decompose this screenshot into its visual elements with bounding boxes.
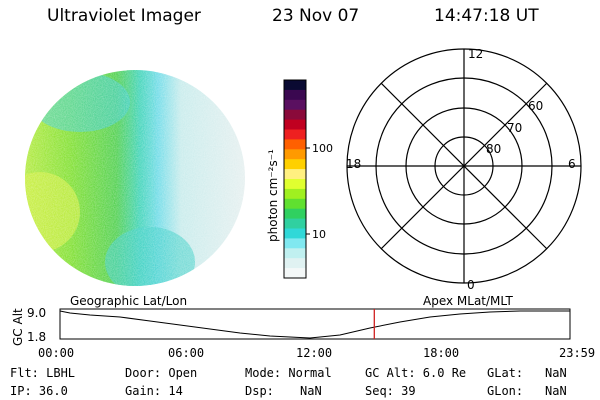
glon-value: NaN (545, 384, 567, 398)
colorbar-cell (284, 258, 306, 269)
polar-plot: 12 0 18 6 60 70 80 (346, 47, 582, 292)
colorbar-cell (284, 218, 306, 229)
altitude-timeline: GC Alt 9.0 1.8 (11, 306, 571, 346)
colorbar-cell (284, 268, 306, 279)
colorbar-cell (284, 149, 306, 160)
colorbar-cell (284, 228, 306, 239)
colorbar-cell (284, 89, 306, 101)
geographic-title: Geographic Lat/Lon (70, 294, 188, 308)
colorbar-cell (284, 129, 306, 140)
ip-info: IP: 36.0 (10, 384, 68, 398)
colorbar: 100 10 photon cm⁻²s⁻¹ (266, 79, 333, 279)
polar-label-right: 6 (568, 157, 576, 171)
colorbar-tick-10: 10 (312, 228, 326, 241)
mode-info: Mode: Normal (245, 366, 332, 380)
tick-0000: 00:00 (38, 346, 75, 360)
colorbar-tick-100: 100 (312, 142, 333, 155)
colorbar-cell (284, 238, 306, 249)
apex-title: Apex MLat/MLT (423, 294, 513, 308)
tick-0600: 06:00 (168, 346, 205, 360)
colorbar-cell (284, 188, 306, 200)
glat-value: NaN (545, 366, 567, 380)
time-label: 14:47:18 UT (434, 6, 539, 26)
polar-ring-70: 70 (507, 121, 522, 135)
colorbar-cell (284, 99, 306, 111)
timeline-top-value: 9.0 (27, 306, 46, 320)
colorbar-cell (284, 159, 306, 170)
seq-info: Seq: 39 (365, 384, 416, 398)
colorbar-cell (284, 119, 306, 130)
tick-1800: 18:00 (423, 346, 460, 360)
tick-1200: 12:00 (296, 346, 333, 360)
auroral-image (25, 70, 245, 286)
timeline-bottom-value: 1.8 (27, 330, 46, 344)
glon-label: GLon: (487, 384, 524, 398)
filter-info: Flt: LBHL (10, 366, 76, 380)
dsp-value: NaN (300, 384, 322, 398)
colorbar-cell (284, 139, 306, 150)
altitude-info: GC Alt: 6.0 Re (365, 366, 467, 380)
colorbar-cell (284, 208, 306, 220)
colorbar-cell (284, 198, 306, 210)
door-info: Door: Open (125, 366, 198, 380)
glat-label: GLat: (487, 366, 524, 380)
date-label: 23 Nov 07 (272, 6, 360, 26)
polar-ring-80: 80 (486, 142, 501, 156)
timeline-ylabel: GC Alt (11, 308, 25, 346)
dsp-label: Dsp: (245, 384, 274, 398)
colorbar-cell (284, 80, 306, 91)
instrument-title: Ultraviolet Imager (47, 6, 201, 26)
polar-ring-60: 60 (528, 99, 543, 113)
polar-label-left: 18 (346, 157, 361, 171)
colorbar-cell (284, 248, 306, 259)
polar-label-top: 12 (468, 47, 483, 61)
colorbar-cell (284, 169, 306, 180)
gain-info: Gain: 14 (125, 384, 183, 398)
tick-2359: 23:59 (559, 346, 596, 360)
colorbar-cell (284, 179, 306, 190)
colorbar-cell (284, 109, 306, 121)
polar-label-bottom: 0 (467, 278, 475, 292)
colorbar-label: photon cm⁻²s⁻¹ (266, 149, 280, 242)
